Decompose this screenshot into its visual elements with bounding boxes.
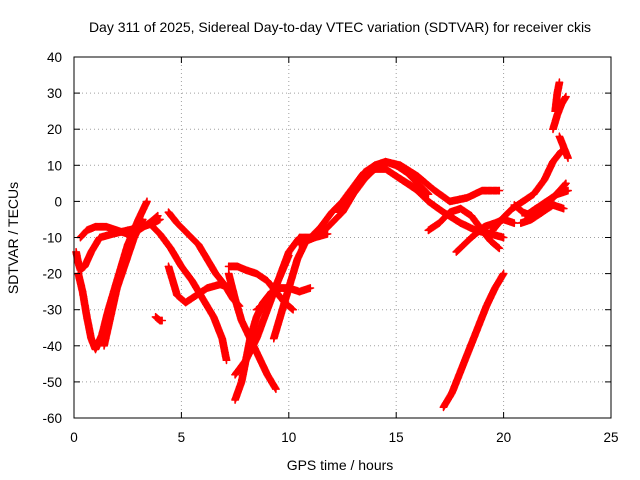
y-tick-label: 40: [47, 50, 62, 65]
y-tick-label: 0: [54, 194, 62, 209]
y-tick-label: -10: [42, 231, 62, 246]
series-arc-26: [551, 78, 564, 116]
x-tick-label: 0: [70, 430, 78, 445]
x-tick-label: 25: [603, 430, 618, 445]
y-tick-label: -20: [42, 267, 62, 282]
series-arc-5: [145, 219, 231, 365]
x-tick-labels: 0 5 10 15 20 25: [70, 430, 618, 445]
y-tick-label: -50: [42, 375, 62, 390]
y-tick-label: -60: [42, 411, 62, 426]
ticks: [73, 56, 612, 419]
y-tick-label: 30: [47, 86, 62, 101]
series-arc-27: [555, 132, 572, 163]
series-arc-23: [516, 201, 568, 228]
series-arc-4: [76, 211, 162, 242]
y-tick-label: 20: [47, 122, 62, 137]
series-arc-16: [334, 157, 504, 217]
grid: [74, 57, 611, 418]
x-tick-label: 5: [178, 430, 186, 445]
series-arc-18: [424, 204, 504, 253]
y-tick-label: -40: [42, 339, 62, 354]
series-arc-20: [439, 269, 508, 412]
series-arc-7: [151, 312, 167, 325]
y-tick-label: 10: [47, 158, 62, 173]
y-tick-labels: -60 -50 -40 -30 -20 -10 0 10 20 30 40: [42, 50, 62, 426]
x-tick-label: 20: [496, 430, 511, 445]
y-tick-label: -30: [42, 303, 62, 318]
series-layer: [72, 78, 572, 412]
x-tick-label: 10: [281, 430, 296, 445]
chart-title: Day 311 of 2025, Sidereal Day-to-day VTE…: [89, 19, 591, 35]
x-axis-label: GPS time / hours: [287, 457, 394, 473]
series-arc-24: [521, 186, 572, 220]
x-tick-label: 15: [389, 430, 404, 445]
series-arc-8: [164, 262, 235, 307]
y-axis-label: SDTVAR / TECUs: [5, 182, 21, 294]
